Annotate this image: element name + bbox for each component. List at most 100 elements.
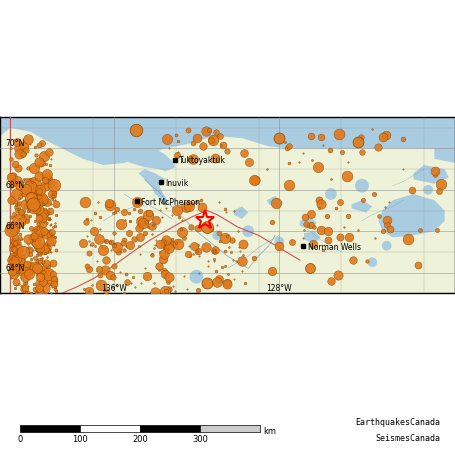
Point	[363, 258, 370, 265]
Point	[163, 288, 170, 295]
Point	[36, 290, 44, 297]
Point	[336, 131, 343, 138]
Point	[30, 165, 37, 172]
Point	[224, 270, 232, 278]
Point	[33, 287, 40, 294]
Polygon shape	[139, 170, 167, 207]
Point	[317, 201, 324, 208]
Point	[110, 263, 117, 270]
Point	[30, 180, 38, 187]
Point	[18, 269, 25, 276]
Point	[130, 205, 137, 212]
Point	[336, 199, 344, 206]
Point	[39, 232, 46, 239]
Point	[40, 259, 47, 266]
Point	[328, 277, 335, 284]
Point	[79, 240, 86, 248]
Point	[47, 289, 55, 297]
Point	[319, 247, 327, 254]
Point	[33, 252, 40, 259]
Point	[51, 190, 58, 197]
Point	[195, 253, 202, 260]
Point	[45, 216, 52, 223]
Point	[25, 247, 33, 254]
Point	[11, 261, 19, 268]
Point	[102, 288, 110, 295]
Point	[203, 280, 211, 287]
Point	[140, 220, 147, 228]
Point	[31, 227, 38, 234]
Point	[12, 269, 19, 277]
Point	[16, 178, 23, 185]
Point	[39, 201, 46, 208]
Point	[18, 187, 25, 195]
Point	[332, 204, 339, 212]
Point	[17, 184, 24, 191]
Point	[182, 204, 190, 212]
Point	[41, 182, 48, 190]
Point	[7, 157, 15, 164]
Point	[51, 203, 58, 210]
Point	[122, 243, 130, 250]
Point	[142, 218, 149, 226]
Point	[162, 200, 169, 207]
Point	[11, 254, 18, 262]
Point	[375, 212, 382, 220]
Point	[30, 181, 38, 188]
Point	[131, 283, 138, 291]
Point	[8, 266, 15, 273]
Point	[222, 209, 229, 216]
Point	[226, 244, 233, 251]
FancyBboxPatch shape	[200, 425, 260, 432]
Point	[16, 200, 23, 207]
Point	[307, 133, 314, 140]
Point	[98, 282, 105, 289]
Point	[15, 246, 22, 253]
Point	[40, 246, 48, 253]
Point	[215, 199, 222, 206]
Point	[237, 248, 244, 255]
Point	[194, 242, 201, 249]
Point	[14, 272, 21, 279]
Point	[50, 280, 57, 288]
Point	[121, 247, 128, 254]
Point	[25, 260, 32, 267]
Point	[15, 216, 22, 223]
Point	[14, 200, 21, 207]
Point	[11, 233, 18, 241]
Point	[14, 139, 21, 147]
Point	[144, 212, 152, 219]
Point	[50, 242, 57, 249]
Point	[21, 215, 28, 222]
Point	[344, 172, 351, 180]
Point	[216, 230, 223, 237]
Point	[25, 269, 32, 276]
Point	[96, 272, 103, 279]
Point	[52, 233, 59, 241]
Point	[19, 283, 26, 290]
Point	[251, 177, 258, 184]
Point	[137, 218, 144, 226]
Point	[324, 228, 331, 235]
Point	[137, 280, 145, 287]
Point	[40, 181, 47, 188]
Point	[107, 247, 114, 254]
Point	[16, 237, 24, 244]
Point	[173, 207, 181, 214]
Point	[276, 135, 283, 142]
Point	[30, 237, 37, 244]
Point	[40, 152, 48, 160]
Point	[164, 136, 171, 143]
Point	[299, 235, 307, 243]
Point	[121, 290, 128, 297]
Point	[217, 238, 224, 245]
Point	[414, 261, 421, 268]
FancyBboxPatch shape	[140, 425, 200, 432]
Point	[268, 219, 276, 226]
Point	[326, 147, 334, 154]
Point	[36, 162, 43, 169]
Point	[110, 241, 117, 248]
Point	[239, 268, 246, 275]
Point	[39, 289, 46, 297]
Point	[42, 260, 50, 267]
